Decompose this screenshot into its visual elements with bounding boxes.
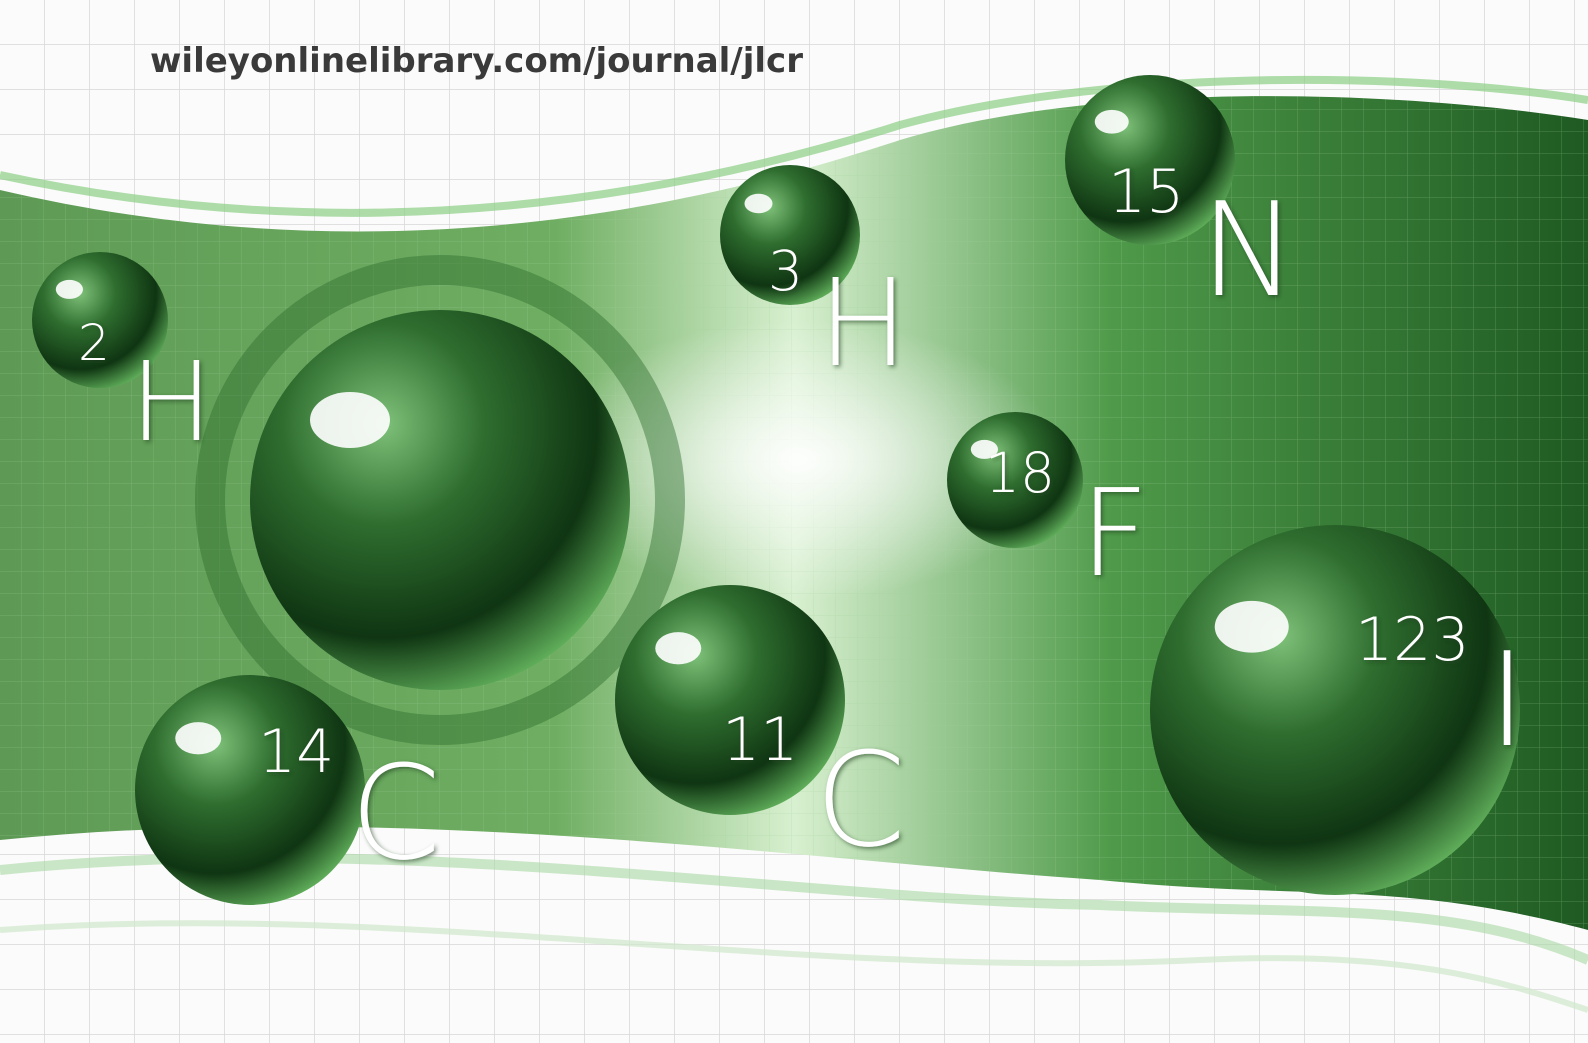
element-symbol: H xyxy=(130,338,213,466)
mass-number: 14 xyxy=(258,717,334,787)
wave-line xyxy=(0,75,1588,217)
highlight xyxy=(970,439,999,459)
highlight xyxy=(655,632,702,665)
element-symbol: C xyxy=(350,737,441,889)
highlight xyxy=(744,193,773,214)
sphere xyxy=(250,310,630,690)
highlight xyxy=(175,722,222,755)
element-symbol: I xyxy=(1488,624,1526,776)
element-symbol: H xyxy=(818,255,908,394)
mass-number: 3 xyxy=(768,239,803,303)
highlight xyxy=(55,279,83,299)
mass-number: 11 xyxy=(722,705,798,775)
wave-line xyxy=(0,920,1588,1013)
mass-number: 18 xyxy=(985,441,1055,505)
element-symbol: C xyxy=(815,724,906,876)
highlight xyxy=(1094,109,1129,134)
light-burst xyxy=(540,320,1060,600)
sphere xyxy=(1150,525,1520,895)
mass-number: 123 xyxy=(1355,605,1470,675)
sphere xyxy=(615,585,845,815)
mass-number: 2 xyxy=(78,314,110,372)
element-symbol: N xyxy=(1200,174,1297,326)
mass-number: 15 xyxy=(1108,157,1184,227)
journal-url: wileyonlinelibrary.com/journal/jlcr xyxy=(150,41,803,81)
element-symbol: F xyxy=(1080,465,1149,604)
lens-ring xyxy=(195,255,685,745)
highlight xyxy=(1214,600,1289,653)
sphere xyxy=(135,675,365,905)
highlight xyxy=(310,392,390,448)
